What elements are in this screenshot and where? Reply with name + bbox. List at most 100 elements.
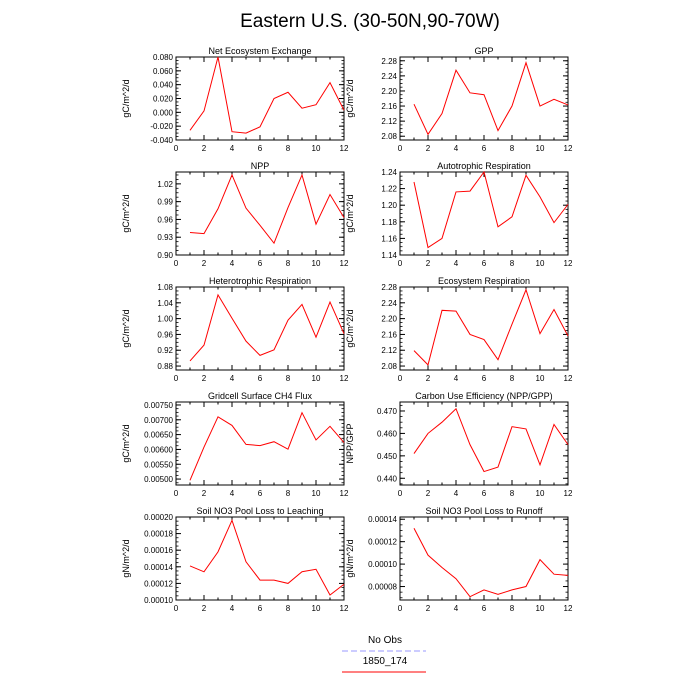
chart-panel-3: Autotrophic Respiration gC/m^2/d 1.24 1.22 1… bbox=[345, 161, 573, 268]
y-axis-label: gC/m^2/d bbox=[345, 194, 355, 232]
x-tick-label: 10 bbox=[312, 144, 321, 153]
chart-panel-9: Soil NO3 Pool Loss to Runoff gN/m^2/d 0.00… bbox=[345, 506, 573, 613]
x-tick-label: 0 bbox=[398, 489, 403, 498]
x-tick-label: 2 bbox=[202, 489, 207, 498]
y-tick-label: 2.08 bbox=[381, 132, 397, 141]
plot-frame bbox=[175, 56, 345, 141]
panel-title: Ecosystem Respiration bbox=[438, 276, 530, 286]
y-tick-label: 2.12 bbox=[381, 346, 397, 355]
y-tick-label: 1.24 bbox=[381, 168, 397, 177]
x-tick-label: 2 bbox=[202, 259, 207, 268]
x-tick-label: 4 bbox=[454, 144, 459, 153]
y-tick-label: 1.00 bbox=[157, 315, 173, 324]
x-tick-label: 12 bbox=[340, 604, 349, 613]
y-tick-label: 0.92 bbox=[157, 346, 173, 355]
y-tick-label: 0.00008 bbox=[368, 583, 397, 592]
series-line bbox=[189, 293, 345, 362]
x-tick-label: 4 bbox=[454, 604, 459, 613]
x-tick-label: 4 bbox=[230, 489, 235, 498]
x-tick-label: 10 bbox=[536, 374, 545, 383]
series-line bbox=[189, 56, 345, 134]
x-tick-label: 4 bbox=[454, 374, 459, 383]
chart-panel-6: Gridcell Surface CH4 Flux gC/m^2/d 0.00750… bbox=[121, 391, 349, 498]
series-line bbox=[189, 173, 345, 245]
series-line bbox=[413, 170, 569, 249]
x-tick-label: 4 bbox=[230, 144, 235, 153]
series-line bbox=[413, 407, 569, 473]
x-tick-label: 8 bbox=[286, 489, 291, 498]
x-tick-label: 0 bbox=[174, 489, 179, 498]
y-tick-label: 2.24 bbox=[381, 299, 397, 308]
x-tick-label: 8 bbox=[286, 374, 291, 383]
panel-title: Carbon Use Efficiency (NPP/GPP) bbox=[415, 391, 552, 401]
x-tick-label: 8 bbox=[286, 259, 291, 268]
plot-frame bbox=[175, 401, 345, 486]
x-tick-label: 0 bbox=[174, 374, 179, 383]
y-tick-label: 0.080 bbox=[153, 53, 174, 62]
y-tick-label: 0.00014 bbox=[144, 563, 173, 572]
x-tick-label: 4 bbox=[230, 374, 235, 383]
y-tick-label: 0.00014 bbox=[368, 515, 397, 524]
y-tick-label: 1.08 bbox=[157, 283, 173, 292]
y-tick-label: 2.28 bbox=[381, 283, 397, 292]
y-tick-label: 0.000 bbox=[153, 108, 174, 117]
x-tick-label: 10 bbox=[312, 489, 321, 498]
y-axis-label: gC/m^2/d bbox=[121, 309, 131, 347]
y-tick-label: 0.00550 bbox=[144, 460, 173, 469]
y-tick-label: 1.04 bbox=[157, 299, 173, 308]
panel-title: GPP bbox=[474, 46, 493, 56]
x-tick-label: 4 bbox=[454, 489, 459, 498]
y-tick-label: 0.00020 bbox=[144, 513, 173, 522]
y-tick-label: 2.16 bbox=[381, 330, 397, 339]
x-tick-label: 0 bbox=[398, 374, 403, 383]
y-tick-label: 2.24 bbox=[381, 72, 397, 81]
y-tick-label: 1.14 bbox=[381, 251, 397, 260]
plot-frame bbox=[175, 286, 345, 371]
y-tick-label: 0.00650 bbox=[144, 431, 173, 440]
y-tick-label: 0.88 bbox=[157, 362, 173, 371]
x-tick-label: 10 bbox=[312, 374, 321, 383]
x-tick-label: 2 bbox=[426, 144, 431, 153]
x-tick-label: 10 bbox=[312, 259, 321, 268]
y-tick-label: 1.20 bbox=[381, 201, 397, 210]
x-tick-label: 2 bbox=[202, 144, 207, 153]
y-tick-label: 0.460 bbox=[377, 429, 398, 438]
x-tick-label: 10 bbox=[536, 259, 545, 268]
y-axis-label: NPP/GPP bbox=[345, 423, 355, 463]
panel-title: NPP bbox=[251, 161, 270, 171]
y-tick-label: 1.16 bbox=[381, 234, 397, 243]
y-axis-label: gN/m^2/d bbox=[345, 539, 355, 577]
chart-panel-8: Soil NO3 Pool Loss to Leaching gN/m^2/d 0.… bbox=[121, 506, 349, 613]
y-tick-label: 0.440 bbox=[377, 474, 398, 483]
x-tick-label: 8 bbox=[286, 604, 291, 613]
y-tick-label: 0.00010 bbox=[368, 560, 397, 569]
legend: No Obs 1850_174 bbox=[342, 635, 426, 673]
panel-title: Soil NO3 Pool Loss to Runoff bbox=[426, 506, 543, 516]
x-tick-label: 12 bbox=[340, 259, 349, 268]
y-tick-label: 2.16 bbox=[381, 102, 397, 111]
y-tick-label: 0.90 bbox=[157, 251, 173, 260]
y-axis-label: gC/m^2/d bbox=[121, 79, 131, 117]
x-tick-label: 8 bbox=[510, 259, 515, 268]
y-axis-label: gN/m^2/d bbox=[121, 539, 131, 577]
y-tick-label: 0.99 bbox=[157, 198, 173, 207]
x-tick-label: 6 bbox=[258, 604, 263, 613]
legend-label-no-obs: No Obs bbox=[368, 635, 402, 646]
x-tick-label: 6 bbox=[258, 489, 263, 498]
series-line bbox=[413, 288, 569, 366]
plot-frame bbox=[399, 171, 569, 256]
x-tick-label: 12 bbox=[340, 374, 349, 383]
x-tick-label: 0 bbox=[174, 259, 179, 268]
x-tick-label: 0 bbox=[174, 144, 179, 153]
y-tick-label: 0.00012 bbox=[368, 538, 397, 547]
y-tick-label: 0.00016 bbox=[144, 546, 173, 555]
x-tick-label: 6 bbox=[482, 604, 487, 613]
x-tick-label: 10 bbox=[536, 489, 545, 498]
y-tick-label: 0.040 bbox=[153, 81, 174, 90]
y-tick-label: 0.00700 bbox=[144, 416, 173, 425]
x-tick-label: 8 bbox=[510, 489, 515, 498]
x-tick-label: 10 bbox=[312, 604, 321, 613]
y-tick-label: 0.00012 bbox=[144, 579, 173, 588]
x-tick-label: 8 bbox=[286, 144, 291, 153]
